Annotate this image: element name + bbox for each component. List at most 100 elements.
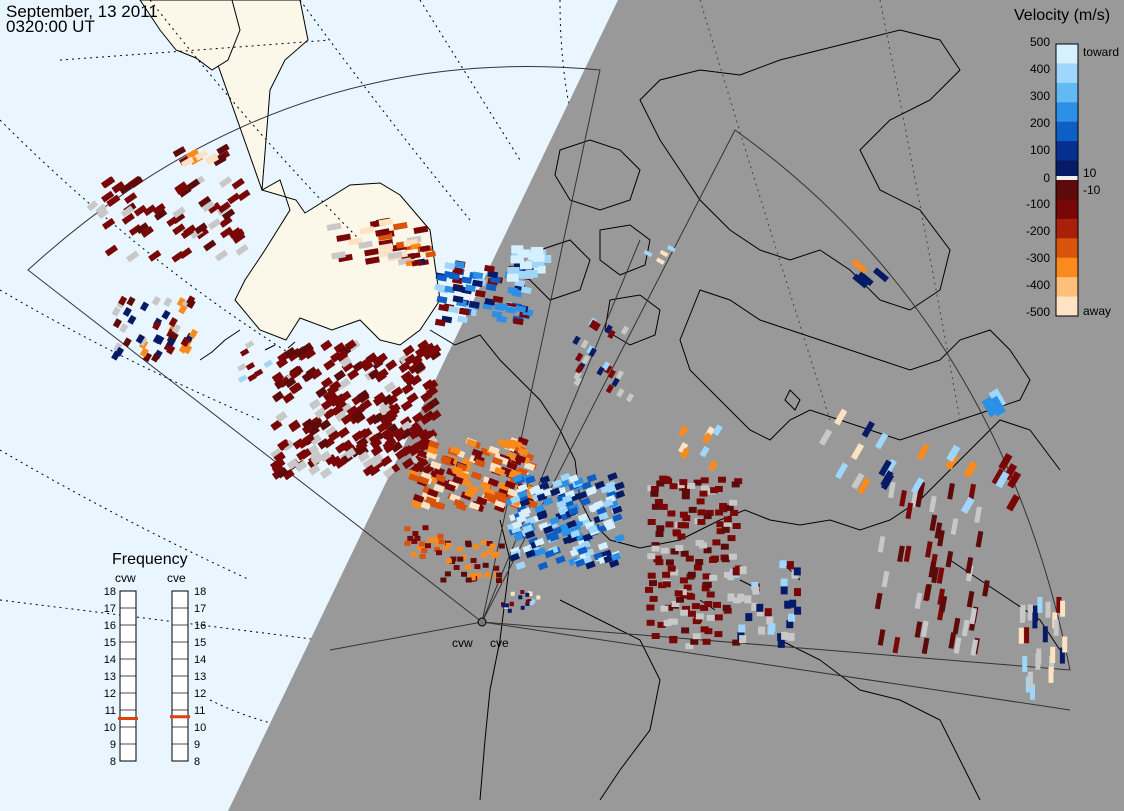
echo-cell — [605, 522, 616, 531]
aleutian-islands — [199, 329, 296, 361]
echo-cell — [514, 454, 527, 464]
echo-cell — [338, 377, 351, 390]
echo-cell — [171, 323, 181, 334]
echo-cell — [301, 370, 314, 383]
echo-cell — [733, 597, 742, 604]
colorbar-tick-label: -500 — [1026, 305, 1050, 319]
echo-cell — [914, 592, 923, 610]
echo-cell — [220, 226, 234, 239]
echo-cell — [937, 588, 946, 606]
echo-cell — [468, 300, 480, 309]
echo-cell — [166, 337, 176, 348]
echo-cell — [528, 592, 533, 597]
echo-cell — [728, 553, 737, 560]
echo-cell — [662, 476, 671, 483]
echo-cell — [201, 200, 215, 213]
echo-cell — [605, 384, 615, 394]
frequency-tick-label: 14 — [104, 654, 116, 666]
echo-cell — [412, 531, 419, 536]
echo-cell — [723, 521, 732, 527]
echo-cell — [194, 149, 209, 161]
echo-cell — [172, 206, 186, 219]
echo-cell — [325, 391, 338, 403]
echo-cell — [97, 208, 109, 220]
echo-cell — [481, 540, 488, 546]
echo-cell — [411, 411, 425, 424]
echo-cell — [510, 439, 523, 449]
echo-cell — [176, 297, 186, 308]
echo-cell — [1060, 600, 1066, 617]
echo-cell — [549, 487, 561, 497]
echo-cell — [276, 467, 289, 479]
echo-cell — [714, 631, 723, 638]
frequency-panel: Frequency cvw cve 18 17 16 15 14 13 12 11 10 9 8 1… — [104, 551, 207, 768]
echo-cell — [453, 565, 460, 570]
echo-cell — [679, 447, 690, 460]
echo-cell — [655, 257, 665, 265]
echo-cell — [669, 483, 678, 490]
echo-cell — [1022, 655, 1028, 672]
echo-cell — [375, 352, 388, 365]
echo-cell — [687, 593, 696, 600]
echo-cell — [398, 352, 411, 365]
echo-cell — [744, 595, 752, 604]
echo-cell — [479, 447, 492, 457]
echo-cell — [555, 555, 566, 565]
echo-cell — [526, 499, 538, 509]
echo-cell — [461, 571, 467, 577]
echo-cell — [692, 618, 701, 625]
echo-cell — [231, 177, 245, 190]
colorbar-swatch — [1056, 141, 1078, 162]
echo-cell — [320, 339, 333, 352]
echo-cell — [512, 317, 524, 326]
echo-cell — [198, 195, 212, 208]
echo-cell — [440, 455, 452, 465]
echo-cell — [675, 545, 684, 551]
echo-cell — [656, 525, 665, 532]
echo-cell — [493, 565, 500, 571]
echo-cell — [504, 603, 509, 608]
frequency-tick-label: 17 — [104, 603, 116, 615]
echo-cell — [488, 445, 500, 455]
echo-cell — [343, 447, 357, 459]
echo-cell — [180, 156, 195, 168]
echo-cell — [437, 533, 444, 539]
echo-cell — [390, 441, 403, 453]
echo-cell — [483, 491, 495, 501]
echo-cell — [751, 582, 759, 590]
echo-cell — [1024, 627, 1030, 644]
echo-cell — [432, 536, 439, 542]
echo-cell — [720, 543, 729, 550]
echo-cell — [212, 155, 227, 167]
colorbar-swatch — [1056, 296, 1078, 317]
frequency-tick-label: 13 — [104, 671, 116, 683]
echo-cell — [699, 445, 710, 458]
echo-cell — [227, 192, 241, 205]
echo-cell — [294, 346, 308, 358]
echo-cell — [706, 591, 715, 598]
echo-cell — [452, 475, 464, 485]
colorbar-tick-label: -300 — [1026, 251, 1050, 265]
echo-cell — [662, 581, 671, 588]
echo-cell — [239, 348, 250, 357]
echo-cell — [455, 462, 468, 472]
echo-cell — [651, 545, 660, 552]
echo-cell — [308, 398, 322, 411]
echo-cell — [509, 601, 514, 606]
echo-cell — [417, 339, 430, 351]
colorbar-swatch — [1056, 277, 1078, 298]
echo-cell — [607, 472, 618, 481]
echo-cell — [709, 574, 718, 581]
echo-cell — [419, 245, 431, 252]
colorbar-tick-label: 200 — [1030, 116, 1050, 130]
echo-cell — [436, 550, 442, 556]
echo-cell — [425, 251, 437, 258]
echo-cell — [374, 371, 387, 383]
echo-cell — [654, 555, 663, 562]
echo-cell — [449, 445, 461, 455]
echo-cell — [729, 499, 738, 506]
echo-cell — [408, 473, 420, 483]
echo-cell — [678, 441, 689, 454]
echo-cell — [434, 540, 441, 546]
echo-cell — [295, 460, 308, 472]
